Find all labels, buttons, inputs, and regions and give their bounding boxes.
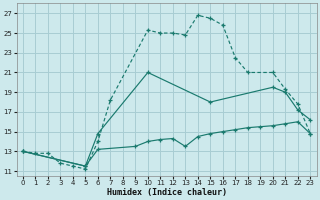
X-axis label: Humidex (Indice chaleur): Humidex (Indice chaleur) <box>107 188 227 197</box>
